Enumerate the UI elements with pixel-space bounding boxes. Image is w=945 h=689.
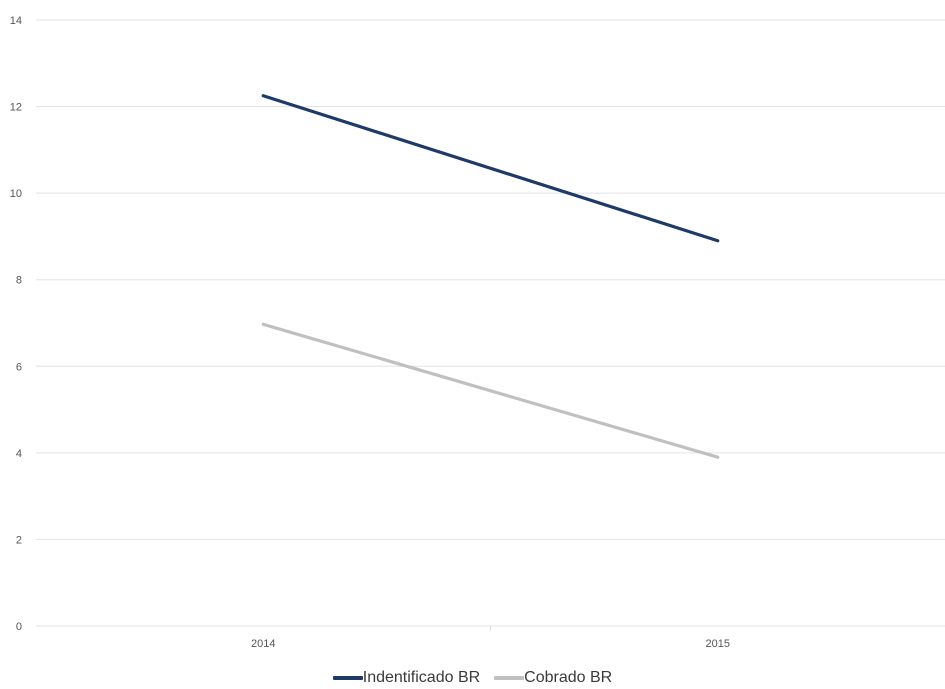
y-tick-label: 6: [16, 361, 22, 373]
y-axis-ticks: 0 2 4 6 8 10 12 14: [10, 15, 22, 633]
x-tick-label: 2014: [251, 638, 275, 650]
y-tick-label: 8: [16, 275, 22, 287]
series-line-1: [261, 322, 720, 459]
legend-label-indentificado: Indentificado BR: [362, 669, 481, 686]
y-tick-label: 14: [10, 15, 22, 27]
legend-item-indentificado: Indentificado BR: [332, 669, 481, 687]
x-tick-label: 2015: [706, 638, 730, 650]
gridlines: [36, 19, 945, 631]
legend-label-cobrado: Cobrado BR: [524, 669, 613, 686]
x-axis-ticks: 2014 2015: [251, 638, 730, 650]
legend-item-cobrado: Cobrado BR: [494, 669, 612, 687]
legend-swatch-cobrado: [494, 676, 525, 680]
y-tick-label: 10: [10, 188, 22, 200]
series-line-0: [261, 94, 720, 243]
y-tick-label: 2: [16, 534, 22, 546]
legend: Indentificado BR Cobrado BR: [0, 668, 945, 688]
y-tick-label: 4: [16, 448, 22, 460]
y-tick-label: 12: [10, 102, 22, 114]
y-tick-label: 0: [16, 621, 22, 633]
legend-swatch-indentificado: [332, 676, 363, 680]
series-lines: [261, 94, 720, 459]
